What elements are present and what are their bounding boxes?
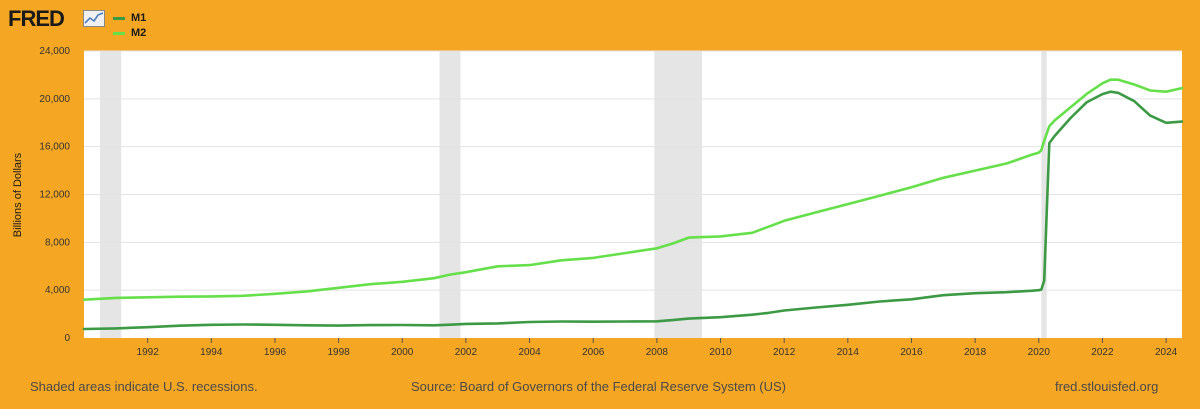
legend-swatch-m2 — [113, 31, 125, 35]
x-tick-label: 2004 — [518, 347, 541, 358]
grid-lines — [84, 50, 1182, 291]
y-tick-label: 8,000 — [45, 237, 70, 248]
x-tick-label: 2020 — [1028, 347, 1051, 358]
y-axis-ticks: 0 4,000 8,000 12,000 16,000 20,000 24,000 — [39, 46, 70, 344]
x-tick-label: 2024 — [1155, 347, 1178, 358]
line-graph-icon — [83, 10, 105, 27]
legend-item-m2: M2 — [113, 26, 146, 40]
legend-item-m1: M1 — [113, 11, 146, 25]
x-tick-label: 2000 — [391, 347, 414, 358]
site-link[interactable]: fred.stlouisfed.org — [1055, 379, 1159, 394]
y-axis-title: Billions of Dollars — [12, 152, 24, 237]
x-tick-label: 1992 — [137, 347, 160, 358]
x-tick-label: 1996 — [264, 347, 287, 358]
fred-logo[interactable]: FRED — [8, 6, 65, 31]
x-tick-label: 2018 — [964, 347, 987, 358]
y-tick-label: 24,000 — [39, 46, 70, 57]
source-note: Source: Board of Governors of the Federa… — [411, 379, 786, 394]
x-tick-label: 2010 — [709, 347, 732, 358]
x-tick-label: 2022 — [1091, 347, 1114, 358]
x-tick-label: 2002 — [455, 347, 478, 358]
y-tick-label: 4,000 — [45, 285, 70, 296]
x-tick-label: 2016 — [900, 347, 923, 358]
x-tick-label: 2008 — [646, 347, 669, 358]
y-tick-label: 20,000 — [39, 94, 70, 105]
y-tick-label: 16,000 — [39, 142, 70, 153]
x-tick-label: 2012 — [773, 347, 796, 358]
x-tick-label: 2014 — [837, 347, 860, 358]
x-tick-label: 2006 — [582, 347, 605, 358]
y-tick-label: 12,000 — [39, 190, 70, 201]
x-axis-ticks: 1992 1994 1996 1998 2000 2002 2004 2006 2008 2010… — [137, 338, 1178, 358]
y-tick-label: 0 — [64, 333, 70, 344]
series-line-m1 — [82, 90, 1184, 331]
legend-label-m1: M1 — [131, 12, 147, 24]
x-tick-label: 1998 — [327, 347, 350, 358]
x-tick-label: 1994 — [200, 347, 223, 358]
series-line-m2 — [82, 78, 1184, 302]
data-series — [82, 78, 1184, 331]
recession-note: Shaded areas indicate U.S. recessions. — [30, 379, 258, 394]
legend-label-m2: M2 — [131, 27, 147, 39]
legend-swatch-m1 — [113, 16, 125, 20]
